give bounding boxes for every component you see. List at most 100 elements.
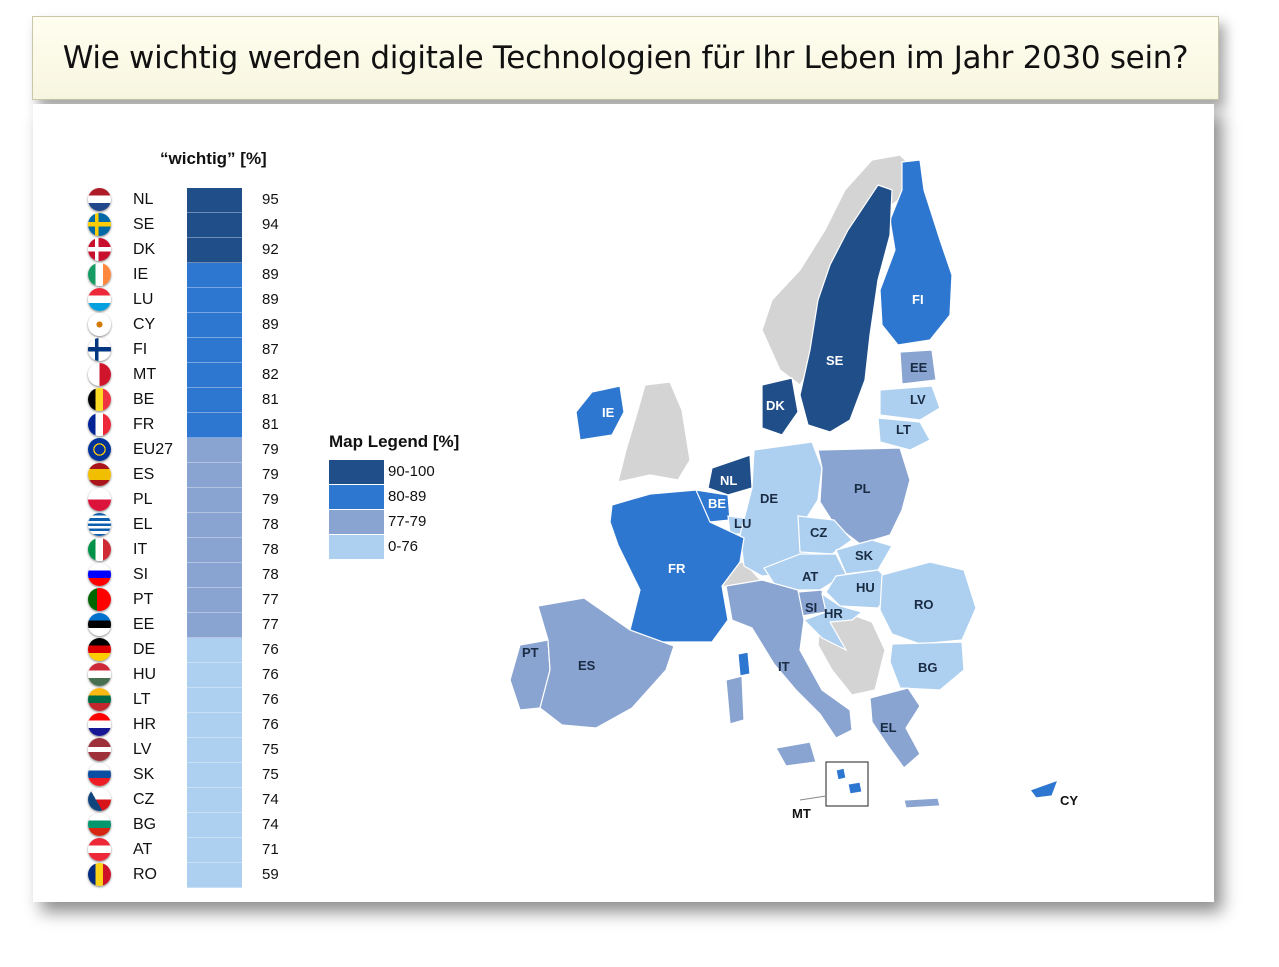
value-label: 76	[262, 691, 279, 708]
country-code: LV	[133, 741, 152, 758]
legend-label: 90-100	[388, 463, 435, 480]
column-header: “wichtig” [%]	[160, 149, 267, 168]
country-code: PT	[133, 591, 154, 608]
map-label-es: ES	[578, 658, 596, 673]
value-bar	[187, 763, 242, 788]
country-code: AT	[133, 841, 153, 858]
flag-at-icon	[88, 838, 111, 861]
value-label: 81	[262, 416, 279, 433]
country-code: DE	[133, 641, 156, 658]
country-code: HU	[133, 666, 157, 683]
flag-el-icon	[88, 513, 111, 536]
legend-item: 77-79	[329, 510, 459, 535]
country-ee	[899, 349, 937, 385]
table-row: BG 74	[88, 813, 298, 838]
value-bar	[187, 488, 242, 513]
value-label: 89	[262, 316, 279, 333]
country-ie	[575, 385, 625, 441]
value-bar	[187, 713, 242, 738]
value-label: 71	[262, 841, 279, 858]
country-it-sicily	[775, 741, 817, 767]
value-bar	[187, 863, 242, 888]
value-bar	[187, 288, 242, 313]
country-pl	[817, 447, 911, 545]
flag-mt-icon	[88, 363, 111, 386]
flag-cz-icon	[88, 788, 111, 811]
value-label: 74	[262, 816, 279, 833]
map-label-sk: SK	[855, 548, 874, 563]
flag-ie-icon	[88, 263, 111, 286]
value-label: 87	[262, 341, 279, 358]
value-bar	[187, 663, 242, 688]
value-bar	[187, 563, 242, 588]
country-dk	[761, 377, 799, 436]
country-mt	[835, 767, 847, 781]
map-label-si: SI	[805, 600, 817, 615]
country-code: ES	[133, 466, 155, 483]
country-code: IT	[133, 541, 148, 558]
country-code: DK	[133, 241, 156, 258]
country-cz	[797, 515, 853, 555]
value-label: 78	[262, 566, 279, 583]
table-row: LU 89	[88, 288, 298, 313]
country-code: BG	[133, 816, 157, 833]
map-label-pt: PT	[522, 645, 539, 660]
value-label: 92	[262, 241, 279, 258]
value-bar	[187, 463, 242, 488]
value-label: 77	[262, 591, 279, 608]
value-bar	[187, 788, 242, 813]
country-el-crete	[903, 797, 941, 809]
value-bar	[187, 438, 242, 463]
value-bar	[187, 588, 242, 613]
country-fr	[609, 489, 745, 643]
value-label: 78	[262, 516, 279, 533]
value-label: 75	[262, 741, 279, 758]
map-label-fr: FR	[668, 561, 686, 576]
map-label-nl: NL	[720, 473, 737, 488]
value-label: 89	[262, 291, 279, 308]
country-code: SI	[133, 566, 149, 583]
country-code: MT	[133, 366, 157, 383]
value-bar	[187, 388, 242, 413]
flag-es-icon	[88, 463, 111, 486]
legend-swatch	[329, 535, 384, 559]
value-label: 89	[262, 266, 279, 283]
legend-swatch	[329, 510, 384, 534]
value-bar	[187, 413, 242, 438]
value-bar	[187, 363, 242, 388]
value-bar	[187, 838, 242, 863]
value-bar	[187, 213, 242, 238]
map-label-lt: LT	[896, 422, 911, 437]
map-label-lv: LV	[910, 392, 926, 407]
map-label-ie: IE	[602, 405, 615, 420]
flag-si-icon	[88, 563, 111, 586]
legend-title: Map Legend [%]	[329, 432, 460, 451]
flag-lu-icon	[88, 288, 111, 311]
table-row: SI 78	[88, 563, 298, 588]
flag-fr-icon	[88, 413, 111, 436]
country-mt-2	[847, 781, 863, 795]
flag-be-icon	[88, 388, 111, 411]
map-label-bg: BG	[918, 660, 938, 675]
table-row: SK 75	[88, 763, 298, 788]
country-nl	[707, 454, 753, 496]
map-label-de: DE	[760, 491, 778, 506]
country-hr	[802, 592, 864, 652]
map-label-cy: CY	[1060, 793, 1078, 808]
country-el	[869, 687, 921, 769]
flag-eu-icon	[88, 438, 111, 461]
legend-swatch	[329, 460, 384, 484]
table-row: CZ 74	[88, 788, 298, 813]
value-bar	[187, 313, 242, 338]
country-code: BE	[133, 391, 155, 408]
country-lv	[879, 385, 941, 421]
page-title: Wie wichtig werden digitale Technologien…	[62, 40, 1189, 76]
value-label: 81	[262, 391, 279, 408]
country-code: PL	[133, 491, 153, 508]
map-label-dk: DK	[766, 398, 785, 413]
value-bar	[187, 813, 242, 838]
value-label: 78	[262, 541, 279, 558]
legend-item: 80-89	[329, 485, 459, 510]
value-bar	[187, 263, 242, 288]
map-label-se: SE	[826, 353, 844, 368]
